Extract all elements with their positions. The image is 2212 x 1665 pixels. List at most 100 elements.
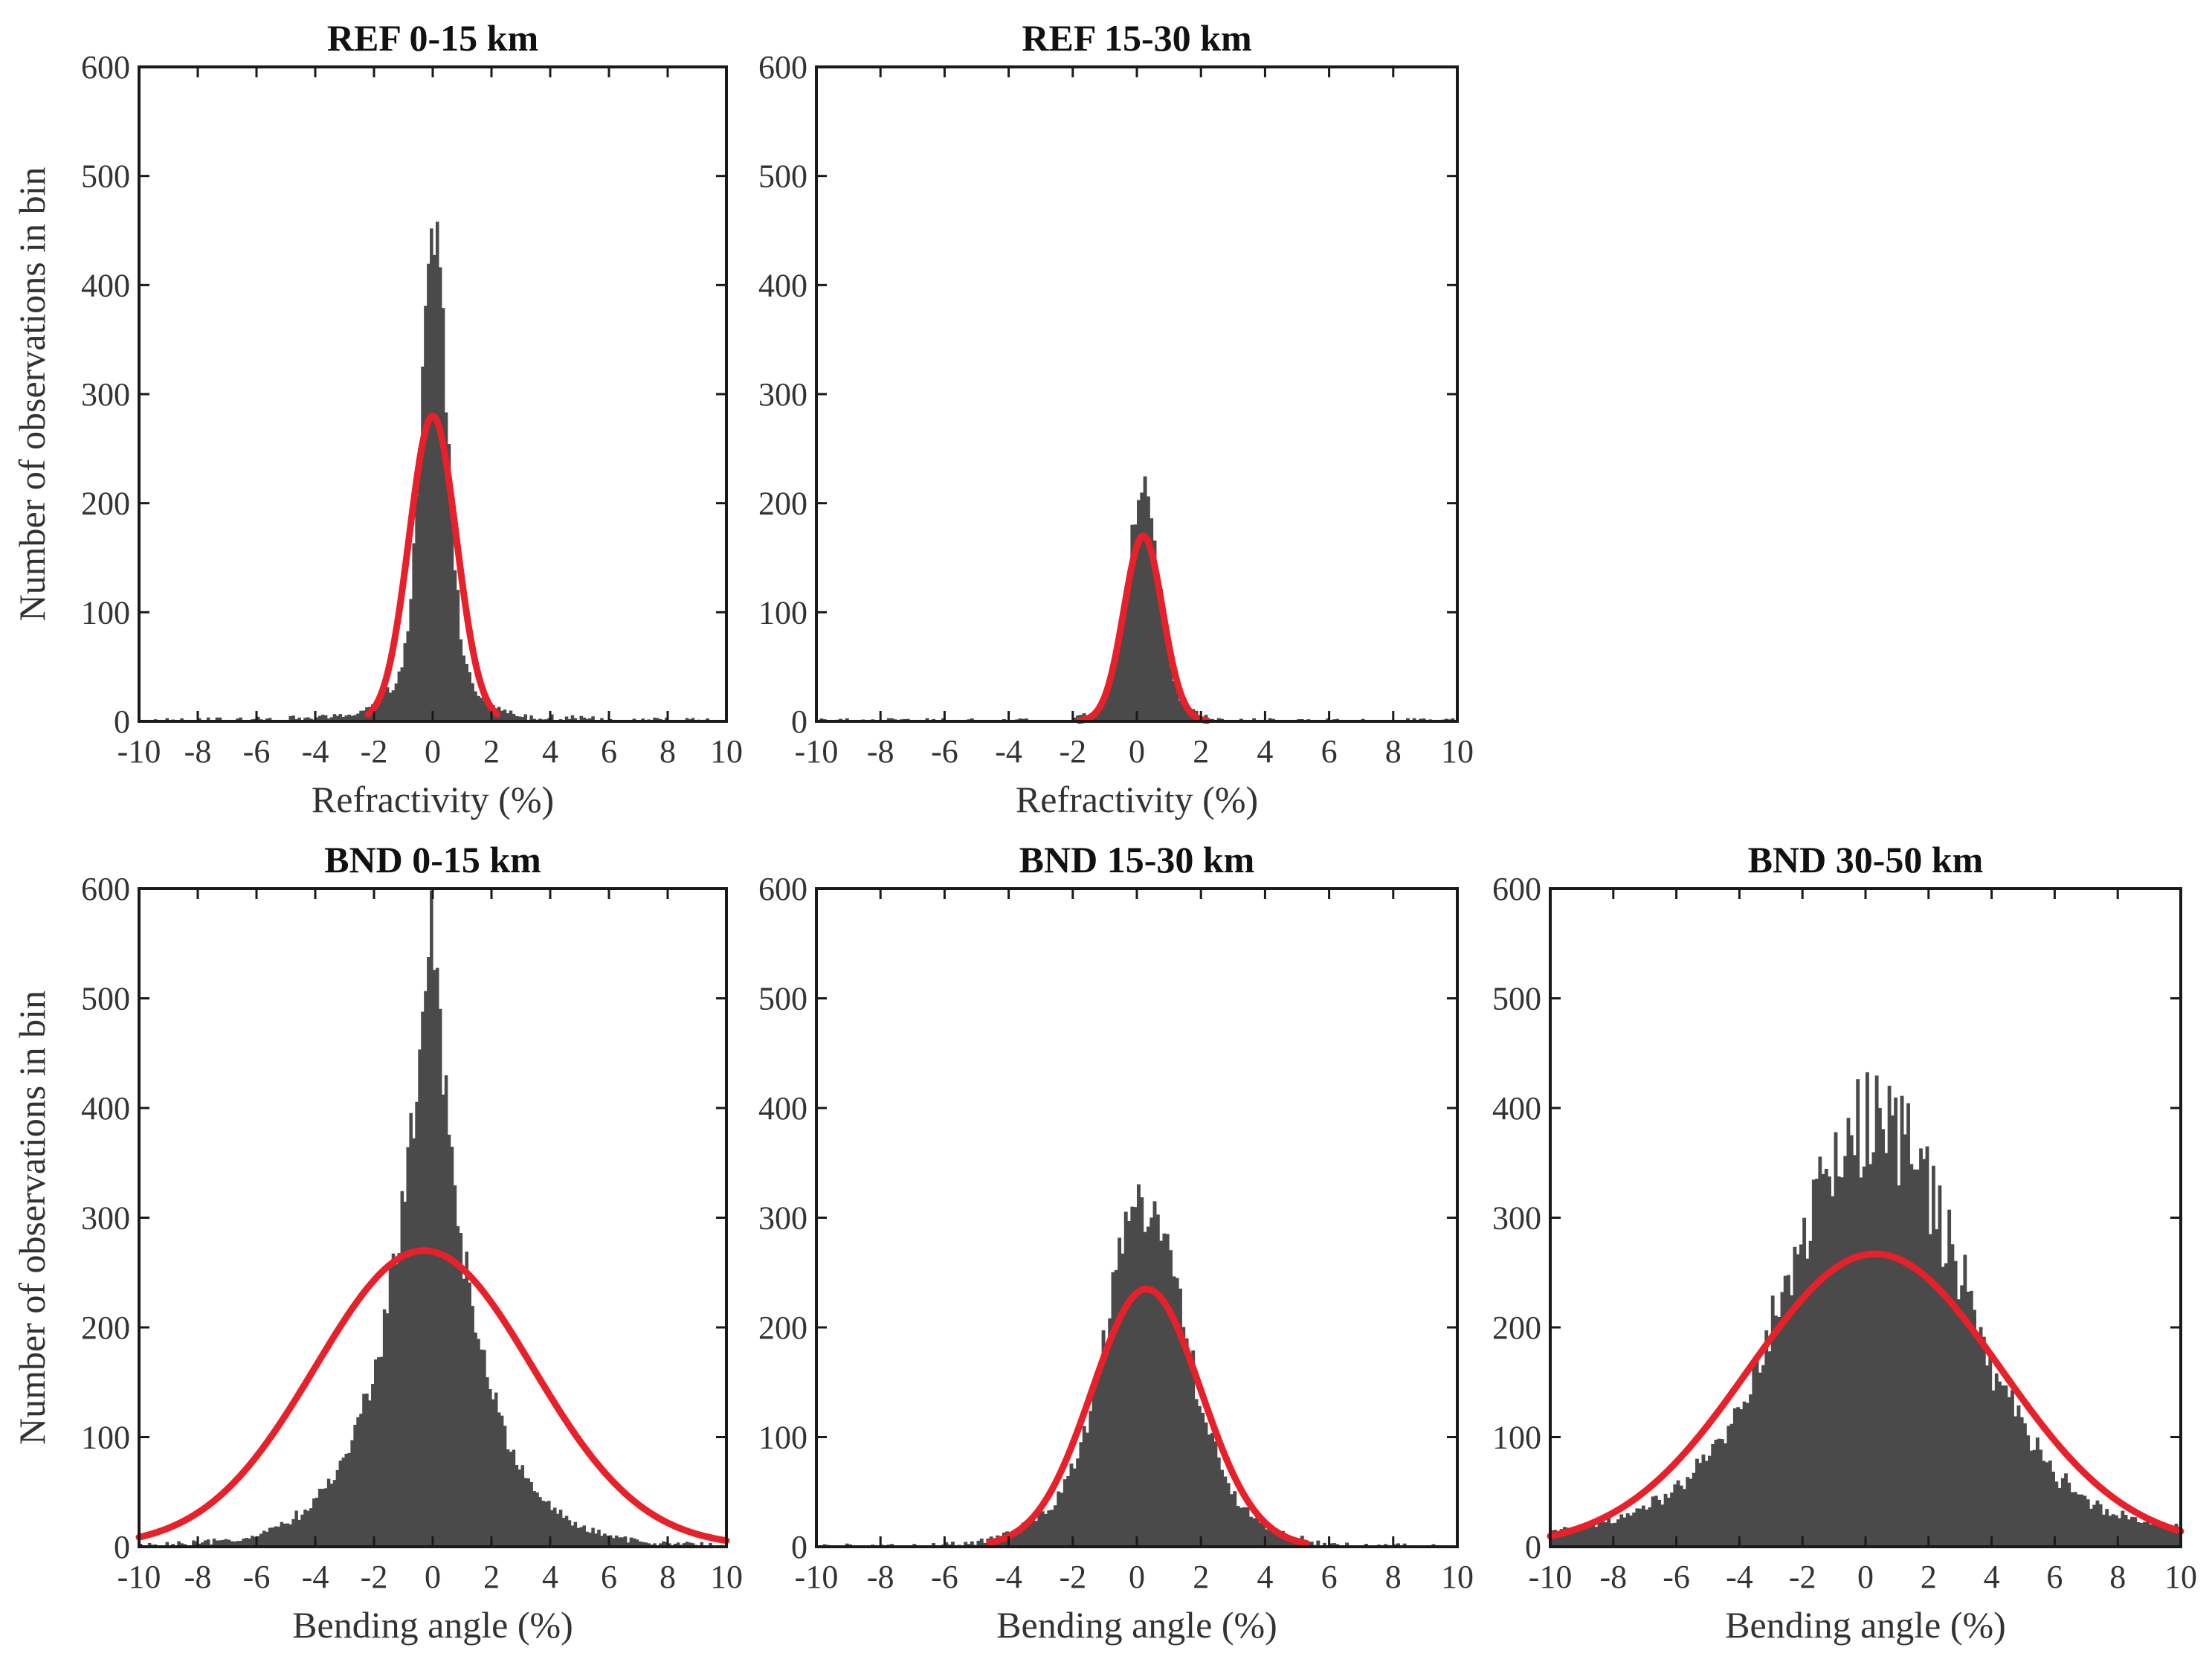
histogram-bar [424, 306, 428, 721]
histogram-bar [1739, 1408, 1744, 1547]
histogram-bar [1752, 1359, 1756, 1547]
histogram-bar [403, 1202, 407, 1547]
y-tick-label: 400 [758, 1090, 807, 1127]
histogram-bar [2042, 1461, 2046, 1547]
histogram-bar [1714, 1440, 1718, 1547]
histogram-bar [951, 1542, 955, 1547]
histogram-bar [391, 690, 396, 721]
x-tick-label: -10 [117, 1559, 161, 1595]
y-tick-label: 0 [114, 703, 130, 740]
histogram-bar [1717, 1438, 1721, 1547]
histogram-bar [248, 1538, 251, 1547]
histogram-bar [1402, 1543, 1407, 1547]
histogram-bar [588, 718, 592, 721]
histogram-bar [1969, 1290, 1973, 1547]
x-tick-label: 0 [1129, 733, 1145, 770]
y-tick-label: 400 [81, 267, 130, 303]
histogram-bar [1332, 1543, 1336, 1547]
x-tick-label: 4 [1984, 1559, 2000, 1595]
histogram-bar [1137, 1184, 1141, 1547]
histogram-bar [415, 1101, 419, 1547]
histogram-bar [1724, 1443, 1728, 1547]
x-tick-label: 2 [483, 1559, 500, 1595]
histogram-bar [2029, 1450, 2034, 1547]
x-tick-label: 8 [660, 733, 676, 770]
histogram-bar [1133, 524, 1138, 721]
histogram-bar [1123, 605, 1128, 721]
histogram-bar [341, 1458, 346, 1547]
histogram-bar [315, 717, 319, 721]
histogram-bar [1011, 1530, 1016, 1547]
histogram-bar [403, 643, 407, 721]
histogram-bar [1648, 1507, 1652, 1547]
histogram-bar [1745, 1402, 1750, 1547]
histogram-bar [394, 683, 399, 721]
histogram-bar [1187, 1353, 1192, 1547]
histogram-bar [653, 718, 657, 721]
histogram-bar [1159, 588, 1164, 721]
histogram-bar [323, 715, 328, 721]
histogram-bar [656, 718, 660, 721]
histogram-bar [1579, 1529, 1582, 1547]
panel-bnd-0-15: -10 -8 -6 -4 -2 0 2 4 6 8 100100200300400500600BND… [11, 839, 743, 1646]
histogram-bar [1252, 1518, 1257, 1547]
histogram-bar [2007, 1397, 2011, 1547]
y-tick-label: 300 [81, 376, 130, 413]
histogram-bar [1057, 1491, 1061, 1547]
histogram-bar [1610, 1523, 1614, 1547]
histogram-bar [271, 1527, 275, 1547]
y-tick-label: 200 [81, 486, 130, 522]
histogram-bar [332, 1480, 337, 1547]
histogram-bar [2051, 1472, 2055, 1547]
x-tick-label: 4 [542, 733, 558, 770]
histogram-bar [477, 695, 480, 721]
histogram-bar [488, 704, 492, 721]
histogram-bar [147, 1542, 152, 1547]
histogram-bar [2152, 1524, 2156, 1547]
histogram-bar [932, 1543, 936, 1547]
histogram-bar [641, 1542, 645, 1547]
histogram-bar [379, 695, 384, 721]
histogram-bar [1625, 1513, 1630, 1547]
histogram-bar [394, 1264, 399, 1547]
histogram-bar [2048, 1461, 2052, 1547]
histogram-bar [1063, 1479, 1067, 1547]
histogram-bar [462, 1278, 466, 1547]
histogram-bar [1607, 1517, 1611, 1547]
histogram-bar [1569, 1528, 1573, 1547]
histogram-bar [582, 1525, 586, 1547]
histogram-bar [1262, 1520, 1265, 1547]
histogram-bar [385, 687, 390, 721]
x-tick-label: -2 [1059, 733, 1086, 770]
histogram-bar [541, 1501, 545, 1547]
histogram-bar [230, 1541, 233, 1547]
panel-bnd-15-30: -10 -8 -6 -4 -2 0 2 4 6 8 100100200300400500600BND… [758, 839, 1474, 1646]
histogram-bar [1695, 1458, 1699, 1547]
histogram-bar [1871, 1152, 1876, 1547]
x-tick-label: -4 [302, 1559, 329, 1595]
histogram-bar [1118, 642, 1122, 721]
y-tick-label: 400 [1492, 1090, 1541, 1127]
y-tick-label: 600 [81, 871, 130, 907]
histogram-bar [259, 1533, 263, 1547]
histogram-bar [591, 1527, 595, 1547]
histogram-bar [941, 718, 945, 721]
histogram-bar [1178, 701, 1182, 721]
histogram-bar [462, 655, 466, 721]
histogram-bar [1271, 1527, 1275, 1547]
x-tick-label: 4 [1257, 733, 1273, 770]
y-tick-label: 200 [81, 1310, 130, 1346]
histogram-bar [1726, 1426, 1731, 1547]
histogram-bar [1960, 1285, 1964, 1547]
y-tick-label: 600 [758, 871, 807, 907]
histogram-bar [964, 1542, 968, 1547]
x-tick-label: -8 [867, 733, 894, 770]
histogram-bar [570, 715, 575, 721]
histogram-bar [368, 1400, 372, 1547]
histogram-bar [374, 1359, 378, 1547]
x-tick-label: -6 [931, 1559, 958, 1595]
histogram-bar [468, 672, 471, 721]
histogram-bar [1130, 524, 1135, 721]
x-tick-label: 10 [1441, 1559, 1474, 1595]
histogram-bar [1915, 1169, 1920, 1547]
